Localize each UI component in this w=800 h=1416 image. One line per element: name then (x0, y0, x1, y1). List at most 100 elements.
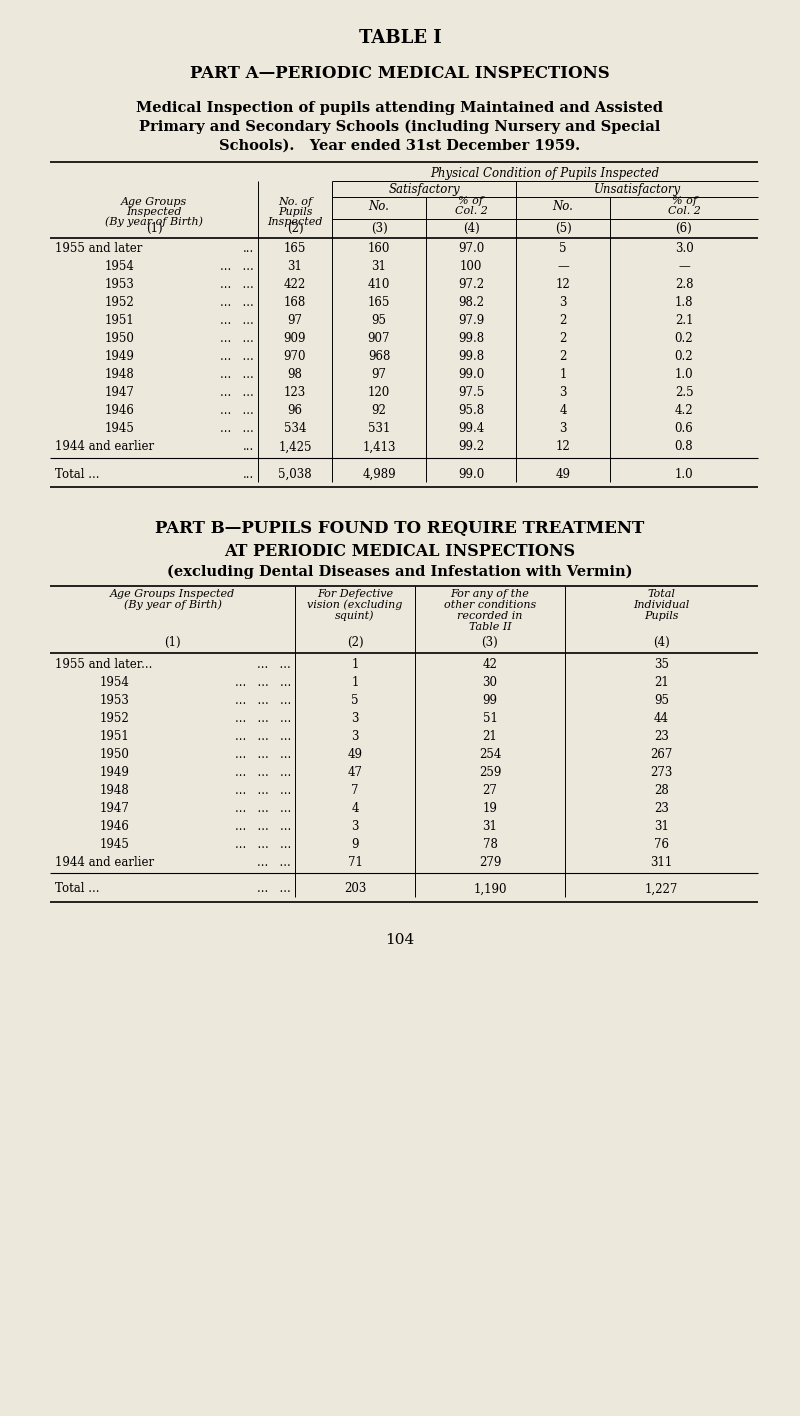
Text: 1951: 1951 (100, 729, 130, 742)
Text: 98: 98 (287, 368, 302, 381)
Text: 1946: 1946 (105, 405, 135, 418)
Text: 97: 97 (371, 368, 386, 381)
Text: 1: 1 (351, 657, 358, 671)
Text: PART B—PUPILS FOUND TO REQUIRE TREATMENT: PART B—PUPILS FOUND TO REQUIRE TREATMENT (155, 521, 645, 538)
Text: 165: 165 (368, 296, 390, 310)
Text: 28: 28 (654, 783, 669, 796)
Text: PART A—PERIODIC MEDICAL INSPECTIONS: PART A—PERIODIC MEDICAL INSPECTIONS (190, 65, 610, 82)
Text: 1954: 1954 (100, 675, 130, 688)
Text: recorded in: recorded in (458, 610, 522, 622)
Text: 104: 104 (386, 933, 414, 947)
Text: Satisfactory: Satisfactory (388, 183, 460, 195)
Text: 1949: 1949 (105, 351, 135, 364)
Text: Unsatisfactory: Unsatisfactory (594, 183, 681, 195)
Text: 531: 531 (368, 422, 390, 436)
Text: 2.1: 2.1 (674, 314, 694, 327)
Text: 44: 44 (654, 711, 669, 725)
Text: 968: 968 (368, 351, 390, 364)
Text: vision (excluding: vision (excluding (307, 600, 402, 610)
Text: 49: 49 (555, 467, 570, 480)
Text: 1945: 1945 (105, 422, 135, 436)
Text: 4: 4 (559, 405, 566, 418)
Text: 51: 51 (482, 711, 498, 725)
Text: ...   ...   ...: ... ... ... (234, 675, 291, 688)
Text: 907: 907 (368, 333, 390, 346)
Text: 160: 160 (368, 242, 390, 255)
Text: 970: 970 (284, 351, 306, 364)
Text: For any of the: For any of the (450, 589, 530, 599)
Text: ...   ...   ...: ... ... ... (234, 801, 291, 814)
Text: ...: ... (242, 467, 254, 480)
Text: 165: 165 (284, 242, 306, 255)
Text: 99.0: 99.0 (458, 467, 484, 480)
Text: 273: 273 (650, 766, 673, 779)
Text: (2): (2) (346, 636, 363, 649)
Text: ...   ...: ... ... (220, 387, 254, 399)
Text: 1: 1 (351, 675, 358, 688)
Text: 92: 92 (371, 405, 386, 418)
Text: Col. 2: Col. 2 (454, 205, 487, 217)
Text: 0.2: 0.2 (674, 333, 694, 346)
Text: 3: 3 (559, 387, 566, 399)
Text: 1947: 1947 (105, 387, 135, 399)
Text: 1955 and later: 1955 and later (55, 242, 142, 255)
Text: 168: 168 (284, 296, 306, 310)
Text: (3): (3) (370, 221, 387, 235)
Text: 99: 99 (482, 694, 498, 707)
Text: (2): (2) (286, 221, 303, 235)
Text: Physical Condition of Pupils Inspected: Physical Condition of Pupils Inspected (430, 167, 659, 180)
Text: No. of: No. of (278, 197, 312, 207)
Text: 4.2: 4.2 (674, 405, 694, 418)
Text: ...   ...: ... ... (220, 333, 254, 346)
Text: (excluding Dental Diseases and Infestation with Vermin): (excluding Dental Diseases and Infestati… (167, 565, 633, 579)
Text: 1: 1 (559, 368, 566, 381)
Text: Total ...: Total ... (55, 467, 99, 480)
Text: —: — (678, 261, 690, 273)
Text: 3: 3 (351, 711, 358, 725)
Text: ...   ...: ... ... (220, 261, 254, 273)
Text: 30: 30 (482, 675, 498, 688)
Text: Total ...: Total ... (55, 882, 99, 895)
Text: No.: No. (553, 200, 574, 212)
Text: 1949: 1949 (100, 766, 130, 779)
Text: 2: 2 (559, 314, 566, 327)
Text: Medical Inspection of pupils attending Maintained and Assisted: Medical Inspection of pupils attending M… (137, 101, 663, 115)
Text: 0.6: 0.6 (674, 422, 694, 436)
Text: 1951: 1951 (105, 314, 134, 327)
Text: 21: 21 (654, 675, 669, 688)
Text: 97.2: 97.2 (458, 279, 484, 292)
Text: 2.5: 2.5 (674, 387, 694, 399)
Text: (1): (1) (164, 636, 181, 649)
Text: 97.9: 97.9 (458, 314, 484, 327)
Text: 100: 100 (460, 261, 482, 273)
Text: 1,413: 1,413 (362, 440, 396, 453)
Text: ...   ...   ...: ... ... ... (234, 783, 291, 796)
Text: (5): (5) (554, 221, 571, 235)
Text: 31: 31 (654, 820, 669, 833)
Text: 3.0: 3.0 (674, 242, 694, 255)
Text: ...   ...: ... ... (258, 657, 291, 671)
Text: 71: 71 (347, 855, 362, 868)
Text: Primary and Secondary Schools (including Nursery and Special: Primary and Secondary Schools (including… (139, 120, 661, 135)
Text: Col. 2: Col. 2 (667, 205, 701, 217)
Text: ...   ...   ...: ... ... ... (234, 711, 291, 725)
Text: ...   ...: ... ... (258, 882, 291, 895)
Text: 1,227: 1,227 (645, 882, 678, 895)
Text: ...   ...   ...: ... ... ... (234, 820, 291, 833)
Text: 1954: 1954 (105, 261, 135, 273)
Text: (1): (1) (146, 221, 162, 235)
Text: 1953: 1953 (105, 279, 135, 292)
Text: 1953: 1953 (100, 694, 130, 707)
Text: 311: 311 (650, 855, 673, 868)
Text: ...   ...: ... ... (220, 296, 254, 310)
Text: (4): (4) (462, 221, 479, 235)
Text: ...   ...: ... ... (258, 855, 291, 868)
Text: 909: 909 (284, 333, 306, 346)
Text: ...: ... (242, 242, 254, 255)
Text: 4: 4 (351, 801, 358, 814)
Text: 96: 96 (287, 405, 302, 418)
Text: (By year of Birth): (By year of Birth) (105, 217, 203, 228)
Text: 1948: 1948 (105, 368, 134, 381)
Text: Pupils: Pupils (644, 610, 678, 622)
Text: ...: ... (242, 440, 254, 453)
